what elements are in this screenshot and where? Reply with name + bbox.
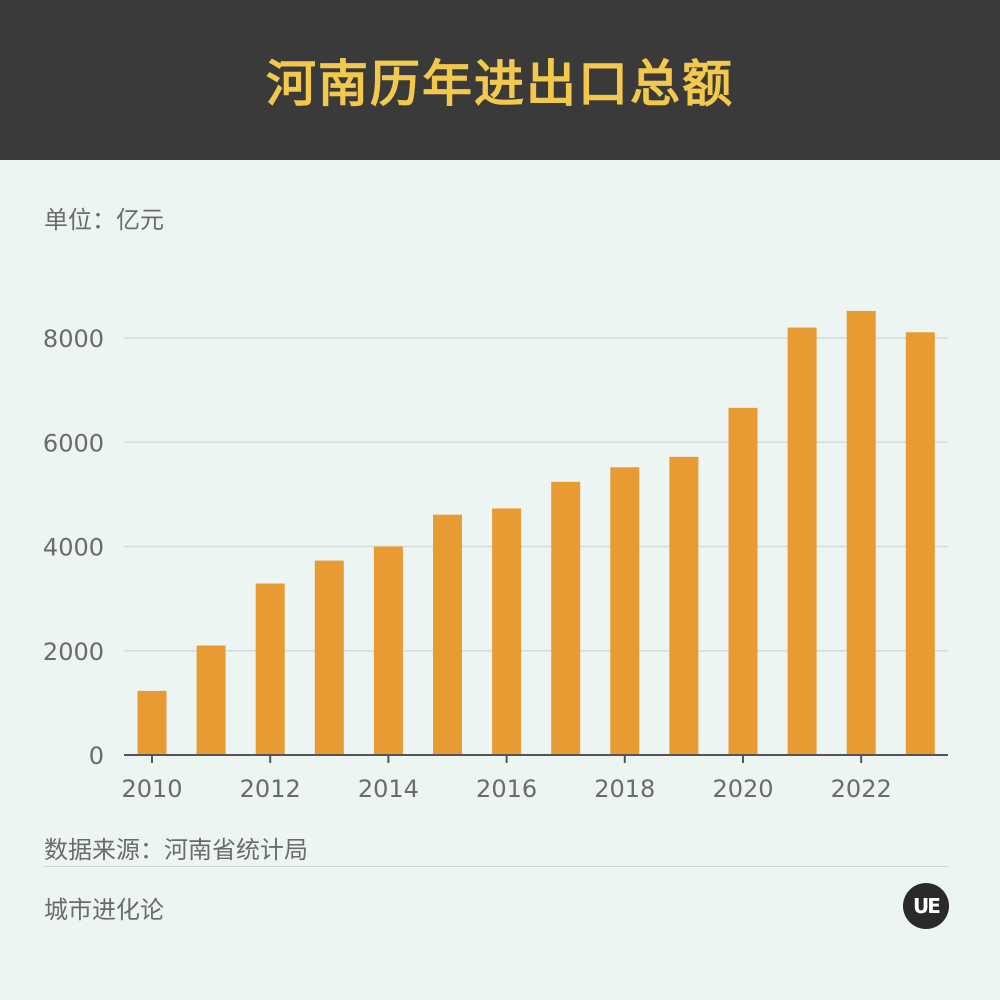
x-tick-label: 2014: [358, 775, 419, 803]
y-tick-label: 2000: [43, 638, 104, 666]
x-tick-label: 2010: [121, 775, 182, 803]
x-tick-label: 2020: [712, 775, 773, 803]
bar: [255, 583, 285, 755]
bar: [551, 481, 581, 755]
bar: [373, 546, 403, 755]
y-tick-label: 0: [89, 742, 104, 770]
x-tick-label: 2016: [476, 775, 537, 803]
brand-logo-icon: UE: [903, 883, 949, 929]
y-tick-label: 4000: [43, 534, 104, 562]
brand-label: 城市进化论: [44, 896, 164, 924]
x-tick-label: 2018: [594, 775, 655, 803]
y-tick-label: 8000: [43, 325, 104, 353]
bar: [905, 332, 935, 755]
bar: [787, 327, 817, 755]
x-tick-label: 2022: [831, 775, 892, 803]
bar: [669, 456, 699, 755]
bar: [846, 310, 876, 755]
bar: [137, 690, 167, 755]
header-bar: 河南历年进出口总额: [0, 0, 1000, 160]
chart-title: 河南历年进出口总额: [266, 55, 734, 113]
x-tick-label: 2012: [240, 775, 301, 803]
bar: [610, 467, 640, 755]
bar: [492, 508, 522, 755]
y-tick-label: 6000: [43, 429, 104, 457]
bar: [314, 560, 344, 755]
bar: [728, 407, 758, 755]
bar: [196, 645, 226, 755]
bar: [433, 514, 462, 755]
footer-divider: [44, 866, 948, 867]
source-label: 数据来源：河南省统计局: [44, 836, 308, 864]
unit-label: 单位：亿元: [44, 206, 164, 234]
